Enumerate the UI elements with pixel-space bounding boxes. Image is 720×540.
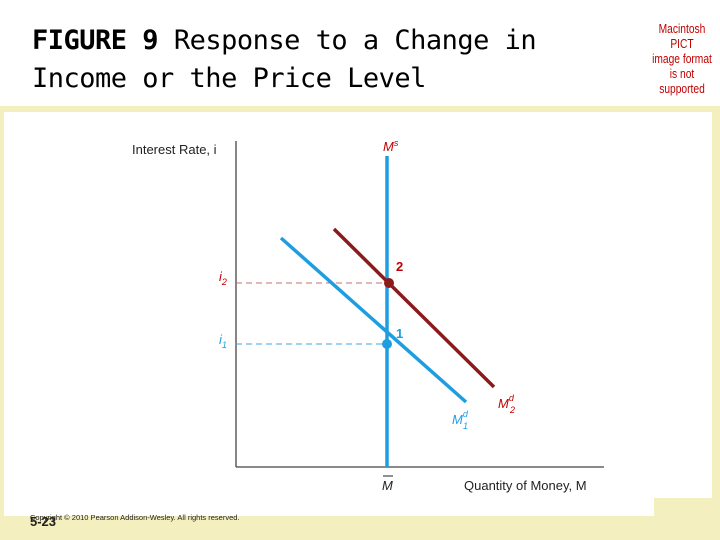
money-supply-label-sup: s xyxy=(394,138,399,148)
money-demand-1-label: Md 1 xyxy=(452,409,469,431)
unsupported-image-note: Macintosh PICT image format is not suppo… xyxy=(651,22,713,97)
side-strip xyxy=(654,112,712,498)
diagram-panel xyxy=(4,112,654,516)
y-tick-i2: i2 xyxy=(219,269,227,287)
money-demand-2-label: Md 2 xyxy=(498,393,515,415)
md1-sub: 1 xyxy=(463,421,468,431)
page-number: 5-23 xyxy=(30,514,57,529)
y-tick-i2-sub: 2 xyxy=(221,277,227,287)
x-tick-label: M xyxy=(382,478,393,493)
x-axis-label: Quantity of Money, M xyxy=(464,478,587,493)
point-2-label: 2 xyxy=(396,259,403,274)
money-demand-2-line xyxy=(332,227,496,389)
money-demand-1-line xyxy=(279,236,468,404)
y-tick-i1: i1 xyxy=(219,332,227,350)
point-1-label: 1 xyxy=(396,326,403,341)
pict-note-line-1: Macintosh PICT xyxy=(658,22,706,51)
y-tick-i1-sub: 1 xyxy=(222,340,227,350)
y-tick-i1-main: i xyxy=(219,332,223,347)
money-supply-label-main: M xyxy=(383,139,394,154)
figure-caption: Response to a Change in Income or the Pr… xyxy=(32,25,537,94)
slide-title: FIGURE 9 Response to a Change in Income … xyxy=(32,22,632,98)
pict-note-line-3: is not supported xyxy=(659,67,705,96)
figure-number: FIGURE 9 xyxy=(32,25,159,56)
md1-main: M xyxy=(452,412,463,427)
equilibrium-point-2 xyxy=(384,278,394,288)
money-supply-label: Ms xyxy=(383,138,399,154)
md1-sup: d xyxy=(463,409,469,419)
md2-sup: d xyxy=(509,393,515,403)
pict-note-line-2: image format xyxy=(652,52,712,66)
md2-sub: 2 xyxy=(509,405,515,415)
y-tick-i2-main: i xyxy=(219,269,223,284)
y-axis-label: Interest Rate, i xyxy=(132,142,217,157)
md2-main: M xyxy=(498,396,509,411)
equilibrium-point-1 xyxy=(382,339,392,349)
copyright-notice: Copyright © 2010 Pearson Addison-Wesley.… xyxy=(30,513,240,522)
